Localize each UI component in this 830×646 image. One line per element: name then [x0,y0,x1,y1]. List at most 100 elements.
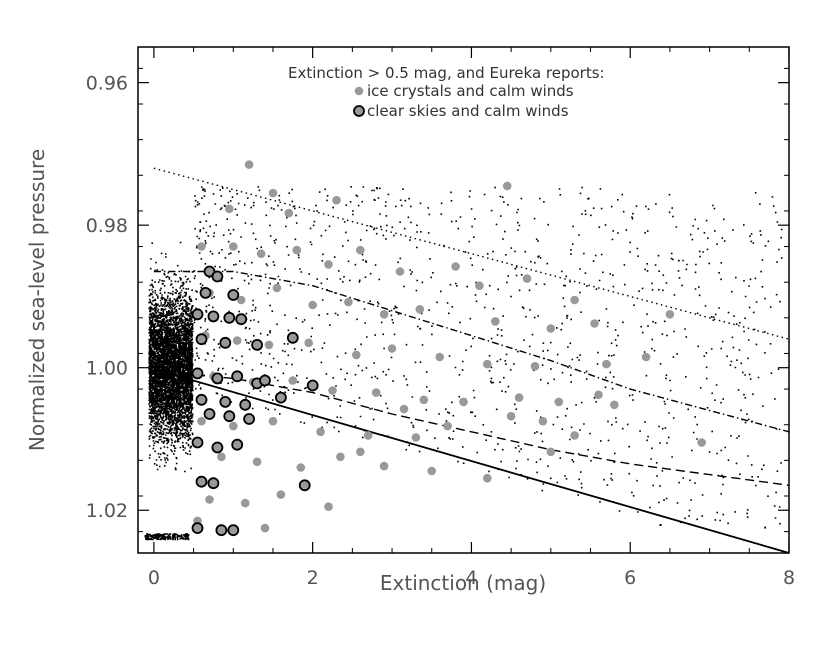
ice-crystals-point [264,340,274,350]
ice-crystals-point [328,386,337,395]
ice-crystals-point [336,452,345,462]
clear-skies-point [191,522,204,534]
x-axis-title: Extinction (mag) [380,571,546,595]
ice-crystals-point [379,461,389,471]
clear-skies-point [306,379,319,392]
ice-crystals-point [538,416,548,426]
ice-crystals-point [435,352,445,362]
clear-skies-point [274,391,287,404]
data-series [191,160,706,537]
ice-crystals-point [356,447,365,457]
ice-crystals-point [232,336,242,345]
ice-crystals-point [229,421,238,431]
clear-skies-point [191,308,204,321]
ice-crystals-point [308,300,318,310]
x-tick-label: 6 [624,567,636,589]
ice-crystals-point [697,438,706,447]
ice-crystals-point [427,466,437,476]
ice-crystals-point [451,262,460,271]
ice-crystals-point [276,490,286,499]
trend-line-solid [153,368,790,554]
y-axis-title: Normalized sea-level pressure [25,149,49,451]
plot-frame [137,46,790,554]
ice-crystals-point [530,362,540,371]
ice-crystals-point [272,283,282,293]
y-tick-label: 0.98 [86,215,128,237]
ice-crystals-point [415,305,425,314]
ice-crystals-point [244,160,254,169]
ice-crystals-point [602,359,611,369]
ice-crystals-point [483,473,492,483]
ice-crystals-point [483,359,492,369]
clear-skies-point [219,395,232,408]
clear-skies-point [211,270,224,283]
ice-crystals-point [304,338,314,348]
clear-skies-point [215,524,228,537]
clear-skies-point [298,479,311,492]
clear-skies-point [235,313,248,326]
y-tick-label: 1.02 [86,500,128,522]
ice-crystals-point [324,502,333,512]
ice-crystals-point [363,431,373,440]
clear-skies-point [223,410,236,423]
ice-crystals-point [284,208,294,218]
clear-skies-point [259,374,271,387]
legend-label-clear-skies: clear skies and calm winds [367,102,569,120]
clear-skies-point [203,408,216,420]
ice-crystals-point [332,195,341,205]
ice-crystals-point [570,431,579,440]
x-tick-label: 0 [148,567,160,589]
legend-marker-ice-crystals [354,86,364,96]
ice-crystals-point [379,310,389,319]
ice-crystals-point [594,390,603,400]
clear-skies-point [195,393,208,406]
ice-crystals-point [590,319,599,328]
ice-crystals-point [240,498,250,508]
ice-crystals-point [459,397,468,407]
clear-skies-point [223,311,236,324]
legend: Extinction > 0.5 mag, and Eureka reports… [288,64,605,120]
ice-crystals-point [316,427,325,437]
x-tick-label: 8 [783,567,795,589]
clear-skies-point [227,524,240,537]
ice-crystals-point [514,393,524,402]
ice-crystals-point [506,411,516,421]
x-tick-label: 2 [307,567,319,589]
ice-crystals-point [256,249,266,258]
clear-skies-point [231,370,244,383]
ice-crystals-point [399,404,409,414]
legend-marker-clear-skies [353,105,365,117]
ice-crystals-point [610,400,619,410]
ice-crystals-point [268,188,278,198]
ice-crystals-point [411,433,421,442]
ice-crystals-point [356,245,365,255]
ice-crystals-point [296,463,306,472]
ice-crystals-point [641,352,651,362]
clear-skies-point [207,310,220,323]
ice-crystals-point [546,447,556,457]
ice-crystals-point [522,274,532,283]
clear-skies-point [251,338,264,351]
ice-crystals-point [491,317,500,326]
ice-crystals-point [570,295,579,305]
ice-crystals-point [225,204,234,214]
ice-crystals-point [371,388,381,397]
clear-skies-point [243,413,256,425]
ice-crystals-point [344,297,353,307]
clear-skies-point [286,331,299,344]
y-tick-label: 1.00 [86,358,128,380]
clear-skies-point [211,441,224,454]
ice-crystals-point [395,267,405,276]
ice-crystals-point [665,310,675,319]
clear-skies-point [191,436,204,449]
clear-skies-point [231,438,244,451]
ice-crystals-point [205,495,214,504]
clear-skies-point [227,289,240,301]
ice-crystals-point [197,242,206,251]
ice-crystals-point [475,281,484,291]
ice-crystals-point [387,344,397,353]
ice-crystals-point [229,242,238,251]
x-tick-label: 4 [465,567,477,589]
